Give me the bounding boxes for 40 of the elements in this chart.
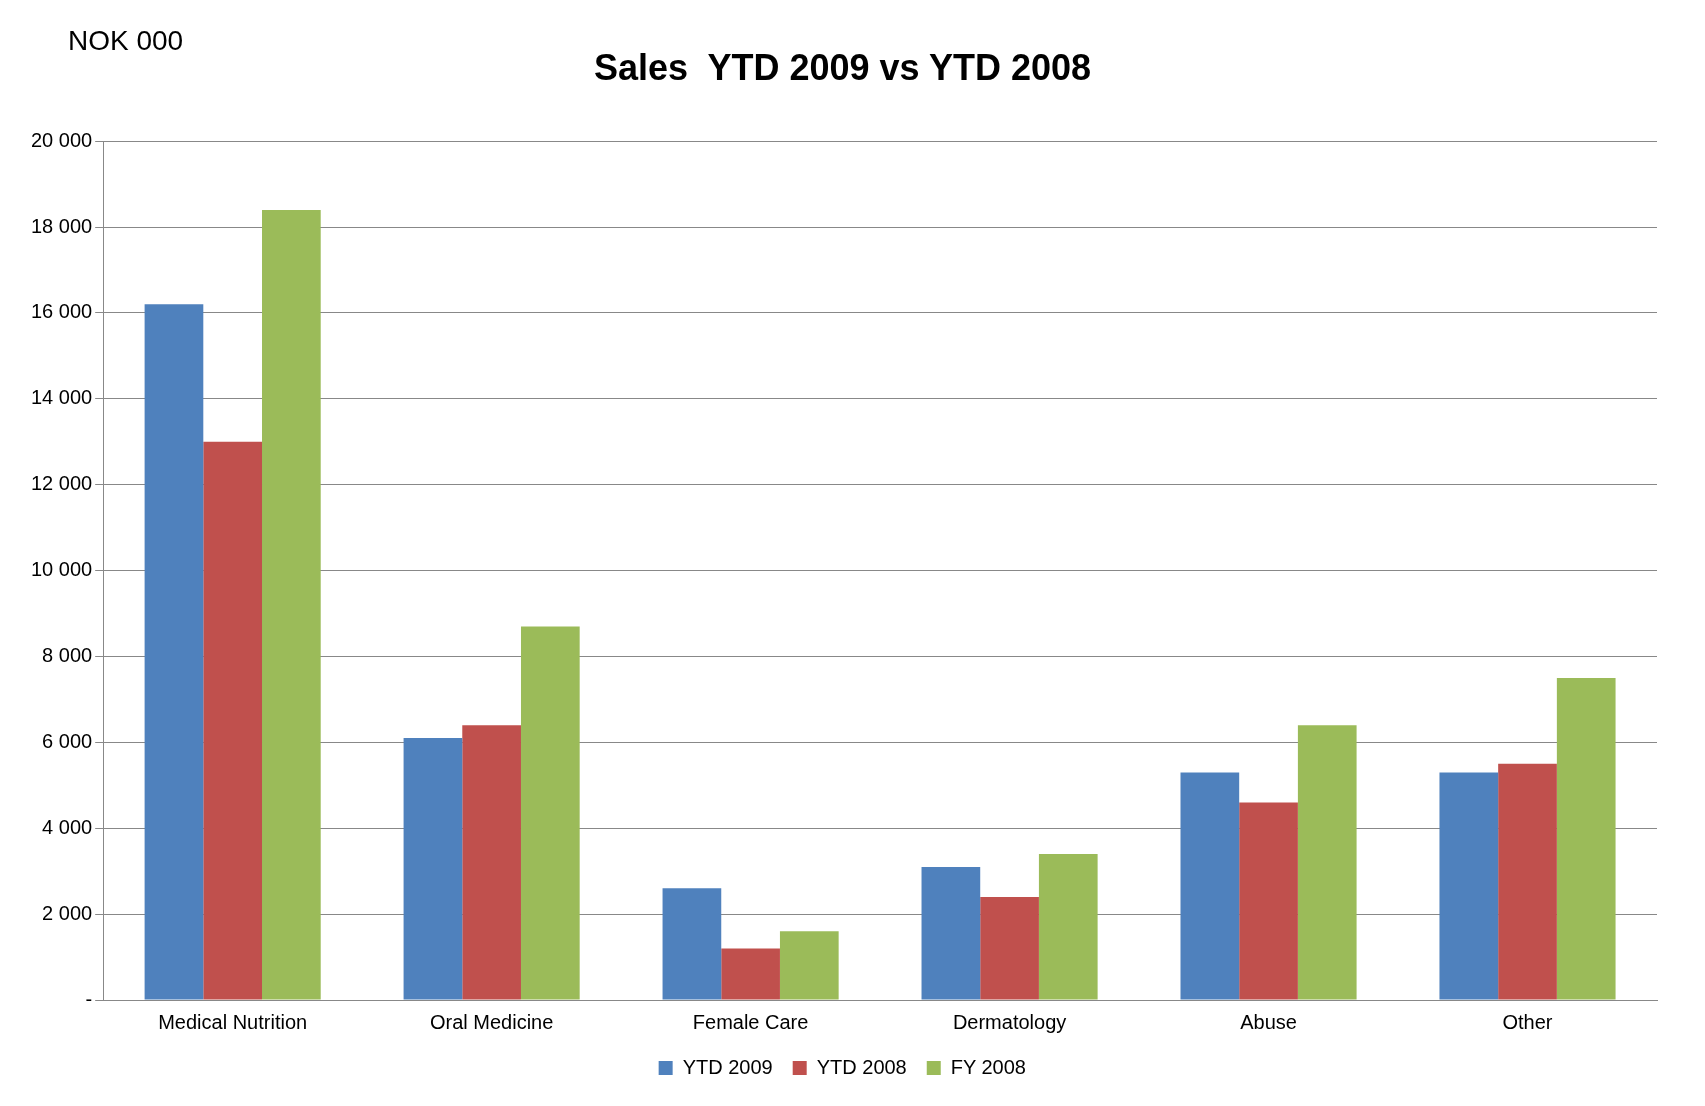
bar — [721, 948, 780, 1000]
x-tick-label: Oral Medicine — [429, 1010, 554, 1033]
bar — [403, 738, 463, 1000]
y-tick-label: 14 000 — [31, 386, 93, 409]
y-tick-label: 8 000 — [42, 644, 93, 666]
bar — [1239, 802, 1298, 1000]
bar — [980, 896, 1039, 1000]
y-tick-label: 10 000 — [31, 558, 93, 581]
x-tick-label: Other — [1502, 1010, 1553, 1033]
legend-label: YTD 2008 — [816, 1055, 907, 1078]
y-tick-label: 6 000 — [42, 729, 93, 752]
y-tick-label: 2 000 — [42, 901, 93, 924]
bar — [144, 304, 204, 1000]
bar — [1439, 772, 1499, 1000]
y-tick-label: 12 000 — [31, 472, 93, 495]
x-tick-label: Female Care — [692, 1010, 809, 1033]
bar — [921, 866, 981, 1000]
bar — [262, 209, 321, 1000]
bar — [462, 725, 521, 1000]
y-tick-label: 20 000 — [31, 128, 93, 151]
y-tick-label: 18 000 — [31, 214, 93, 237]
bar — [1180, 772, 1240, 1000]
y-tick-label: - — [85, 987, 93, 1010]
text: NOK 000 — [68, 24, 184, 56]
legend-label: FY 2008 — [950, 1055, 1026, 1078]
x-tick-label: Abuse — [1240, 1010, 1297, 1033]
bar — [662, 888, 722, 1000]
chart-title: Sales YTD 2009 vs YTD 2008 — [593, 46, 1092, 88]
bar — [1498, 763, 1557, 1000]
bar — [1297, 725, 1357, 1000]
bar — [520, 626, 580, 1000]
y-tick-label: 4 000 — [42, 815, 93, 838]
y-tick-label: 16 000 — [31, 300, 93, 323]
bar — [779, 931, 839, 1000]
bar — [203, 441, 263, 1000]
x-tick-label: Medical Nutrition — [158, 1010, 308, 1033]
bar — [1038, 854, 1098, 1000]
bar — [1556, 677, 1616, 1000]
legend-label: YTD 2009 — [682, 1055, 773, 1078]
x-tick-label: Dermatology — [952, 1010, 1067, 1033]
